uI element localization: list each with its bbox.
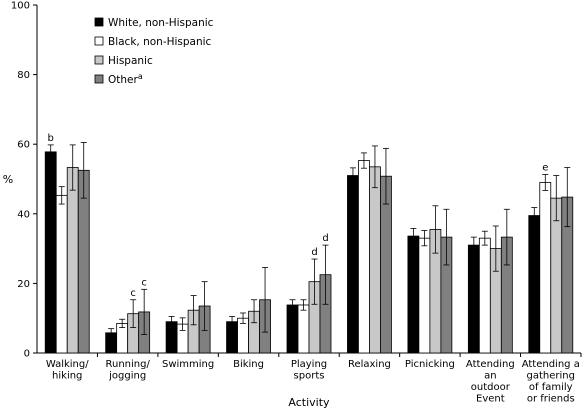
data-annotation: c — [141, 277, 147, 288]
data-annotation: b — [48, 133, 54, 144]
bar — [528, 215, 541, 354]
x-tick-label: Picnicking — [405, 359, 455, 370]
y-tick-label: 20 — [17, 279, 30, 290]
legend-label: Othera — [108, 72, 143, 86]
x-tick-label: Biking — [233, 359, 264, 370]
x-tick-label: Walking/hiking — [46, 359, 89, 382]
bar — [407, 235, 420, 354]
bar — [358, 160, 370, 354]
bar — [66, 167, 79, 354]
legend-label: White, non-Hispanic — [108, 17, 214, 29]
bar — [550, 197, 563, 354]
bar — [478, 237, 491, 354]
y-tick-label: 100 — [11, 1, 30, 12]
bar — [297, 304, 310, 354]
y-tick-label: 80 — [17, 70, 30, 81]
y-tick-label: 40 — [17, 209, 30, 220]
y-tick-label: 0 — [24, 349, 30, 360]
y-axis-title: % — [3, 173, 13, 186]
x-tick-label: Relaxing — [348, 359, 391, 370]
legend-label: Black, non-Hispanic — [108, 36, 212, 48]
bar — [418, 237, 431, 354]
legend-swatch — [94, 55, 104, 65]
legend-label: Hispanic — [108, 55, 153, 67]
bar — [347, 175, 359, 354]
bar — [286, 304, 299, 354]
legend-swatch — [94, 17, 104, 27]
bar — [44, 151, 57, 354]
bar — [467, 244, 480, 354]
legend-swatch — [94, 74, 104, 84]
x-tick-label: Running/jogging — [105, 359, 150, 382]
legend-swatch — [94, 36, 104, 46]
data-annotation: c — [130, 288, 136, 299]
data-annotation: d — [322, 233, 328, 244]
y-tick-label: 60 — [17, 140, 30, 151]
data-annotation: e — [542, 162, 548, 173]
x-axis-title: Activity — [288, 396, 330, 409]
x-tick-label: Attending a gathering of family or friends — [522, 359, 580, 405]
bar — [55, 194, 68, 354]
x-tick-label: Attending an outdoor Event — [466, 359, 515, 405]
bar — [369, 166, 381, 354]
x-tick-label: Playing sports — [291, 359, 327, 382]
x-tick-label: Swimming — [162, 359, 214, 370]
bar — [539, 182, 552, 354]
data-annotation: d — [311, 247, 317, 258]
